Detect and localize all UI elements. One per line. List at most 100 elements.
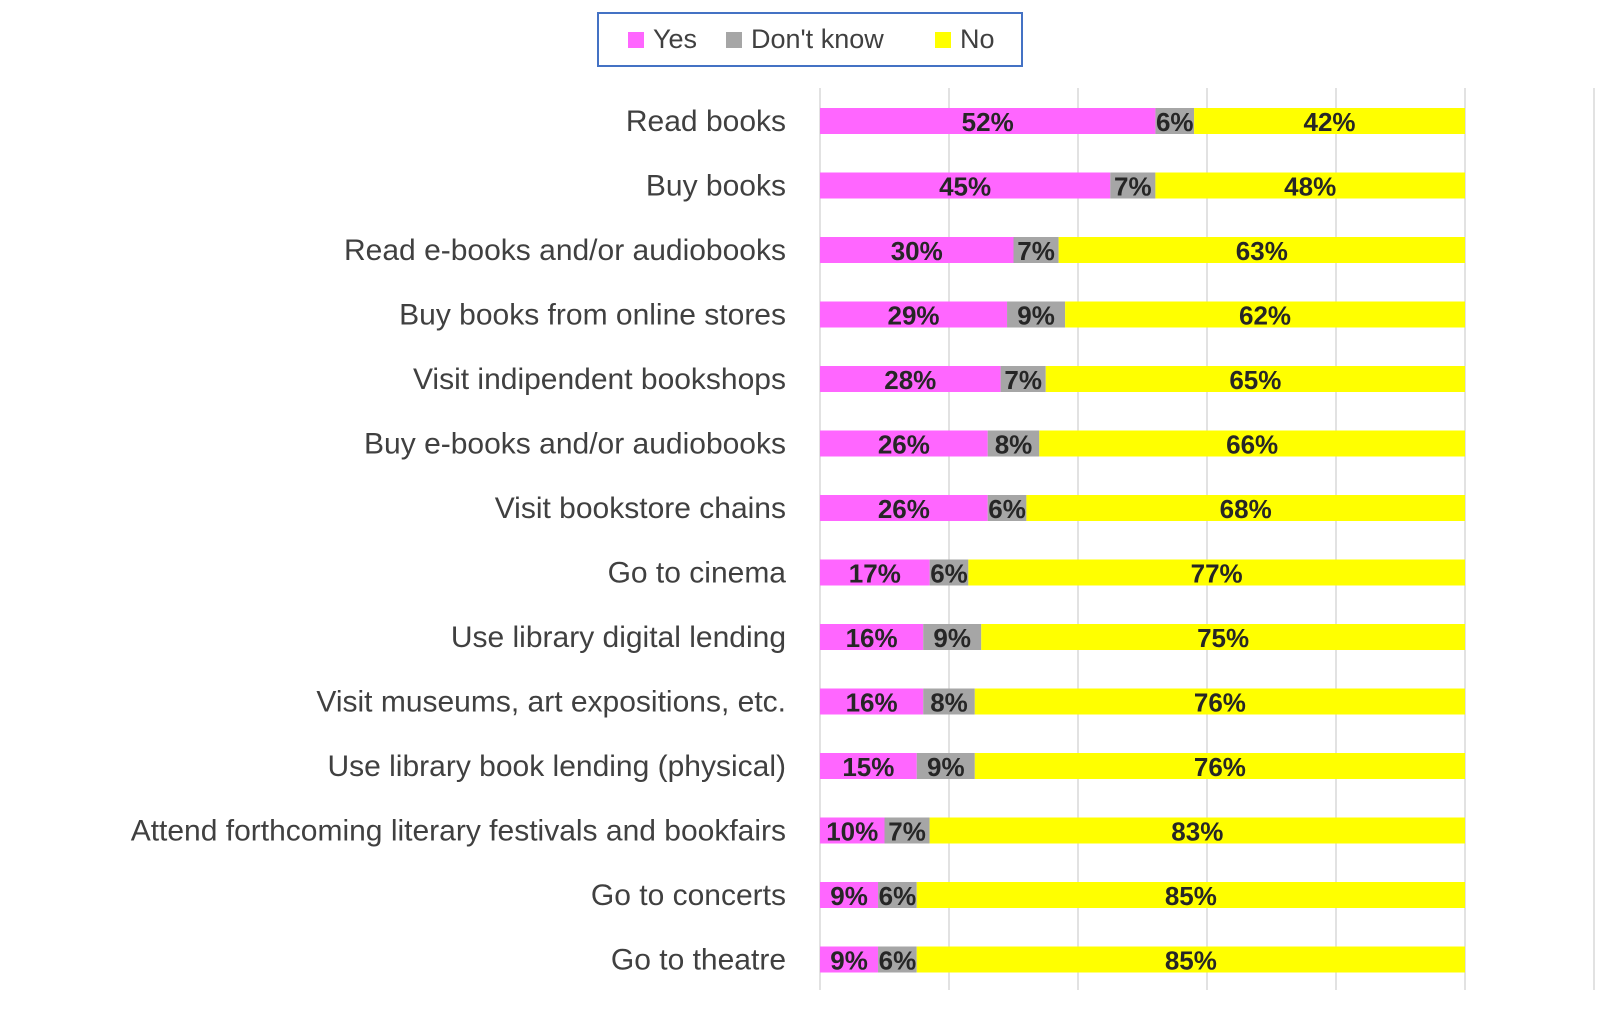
data-label: 63% xyxy=(1236,236,1288,266)
data-label: 9% xyxy=(933,623,971,653)
bar-segment-yes xyxy=(820,559,930,586)
bar-segment-don-t-know xyxy=(1000,366,1046,392)
bar-segment-yes xyxy=(820,495,988,521)
data-label: 6% xyxy=(1156,107,1194,137)
legend-swatch xyxy=(726,32,742,48)
category-label: Buy e-books and/or audiobooks xyxy=(364,428,786,461)
data-label: 16% xyxy=(846,688,898,718)
legend: Yes Don't know No xyxy=(597,12,1023,67)
data-label: 6% xyxy=(879,946,917,976)
data-label: 62% xyxy=(1239,301,1291,331)
data-label: 9% xyxy=(830,881,868,911)
legend-box xyxy=(597,12,1023,67)
bar-segment-no xyxy=(1155,172,1465,199)
bar-segment-yes xyxy=(820,108,1156,134)
bar-segment-don-t-know xyxy=(987,495,1027,521)
category-label: Go to concerts xyxy=(591,879,786,912)
data-label: 85% xyxy=(1165,881,1217,911)
bar-segment-no xyxy=(981,624,1465,650)
bar-segment-no xyxy=(1065,301,1465,328)
category-label: Go to cinema xyxy=(608,557,787,590)
bar-segment-no xyxy=(916,882,1465,908)
bar-segment-yes xyxy=(820,817,885,844)
data-label: 26% xyxy=(878,494,930,524)
data-label: 17% xyxy=(849,559,901,589)
data-label: 76% xyxy=(1194,688,1246,718)
category-label: Use library book lending (physical) xyxy=(327,750,786,783)
bar-segment-yes xyxy=(820,172,1111,199)
bar-segment-no xyxy=(1058,237,1465,263)
data-label: 29% xyxy=(888,301,940,331)
bar-segment-don-t-know xyxy=(1007,301,1066,328)
data-label: 30% xyxy=(891,236,943,266)
data-label: 10% xyxy=(826,817,878,847)
data-label: 75% xyxy=(1197,623,1249,653)
data-label: 48% xyxy=(1284,172,1336,202)
bar-segment-yes xyxy=(820,688,924,715)
data-label: 83% xyxy=(1171,817,1223,847)
bar-segment-no xyxy=(1045,366,1465,392)
bar-segment-don-t-know xyxy=(1013,237,1059,263)
bar-segment-yes xyxy=(820,430,988,457)
data-label: 45% xyxy=(939,172,991,202)
category-label: Visit indipendent bookshops xyxy=(413,363,786,396)
data-label: 7% xyxy=(1114,172,1152,202)
bar-segment-yes xyxy=(820,882,879,908)
category-label: Attend forthcoming literary festivals an… xyxy=(131,815,786,848)
category-label: Buy books xyxy=(646,170,786,203)
bar-segment-no xyxy=(974,753,1465,779)
bar-segment-don-t-know xyxy=(884,817,930,844)
bar-segment-no xyxy=(1194,108,1465,134)
data-label: 7% xyxy=(1017,236,1055,266)
bar-segment-yes xyxy=(820,624,924,650)
data-label: 52% xyxy=(962,107,1014,137)
gridlines xyxy=(819,88,1595,990)
data-label: 9% xyxy=(927,752,965,782)
data-label: 8% xyxy=(995,430,1033,460)
category-label: Visit bookstore chains xyxy=(495,492,786,525)
data-label: 68% xyxy=(1220,494,1272,524)
legend-entry-label: Don't know xyxy=(751,24,884,54)
data-label: 85% xyxy=(1165,946,1217,976)
bar-segment-don-t-know xyxy=(1155,108,1195,134)
category-label: Visit museums, art expositions, etc. xyxy=(316,686,786,719)
category-label: Read e-books and/or audiobooks xyxy=(344,234,786,267)
bar-segment-don-t-know xyxy=(987,430,1040,457)
bar-segment-don-t-know xyxy=(923,624,982,650)
data-label: 7% xyxy=(1004,365,1042,395)
data-label: 28% xyxy=(884,365,936,395)
data-label: 66% xyxy=(1226,430,1278,460)
legend-entry-label: Yes xyxy=(653,24,697,54)
legend-swatch xyxy=(935,32,951,48)
data-label: 8% xyxy=(930,688,968,718)
category-label: Go to theatre xyxy=(611,944,786,977)
data-label: 6% xyxy=(879,881,917,911)
data-label: 77% xyxy=(1191,559,1243,589)
bar-segment-no xyxy=(1039,430,1465,457)
bar-segment-yes xyxy=(820,237,1014,263)
category-labels: Read books Buy books Read e-books and/or a… xyxy=(131,105,787,977)
data-label: 7% xyxy=(888,817,926,847)
bars xyxy=(820,108,1465,973)
data-label: 65% xyxy=(1229,365,1281,395)
data-labels: 52% 6% 42% 45% 7% 48% 30% 7% 63% 29% 9% 62% 28% 7% 65%… xyxy=(826,107,1355,976)
bar-segment-no xyxy=(968,559,1465,586)
bar-segment-yes xyxy=(820,301,1008,328)
bar-segment-no xyxy=(916,946,1465,973)
category-label: Read books xyxy=(626,105,786,138)
data-label: 42% xyxy=(1304,107,1356,137)
data-label: 6% xyxy=(930,559,968,589)
bar-segment-no xyxy=(974,688,1465,715)
bar-segment-don-t-know xyxy=(878,946,917,973)
bar-segment-don-t-know xyxy=(923,688,975,715)
bar-segment-don-t-know xyxy=(916,753,975,779)
legend-entry-label: No xyxy=(960,24,995,54)
bar-segment-yes xyxy=(820,946,879,973)
data-label: 76% xyxy=(1194,752,1246,782)
data-label: 9% xyxy=(1017,301,1055,331)
bar-segment-don-t-know xyxy=(878,882,917,908)
bar-segment-don-t-know xyxy=(929,559,969,586)
data-label: 16% xyxy=(846,623,898,653)
bar-segment-don-t-know xyxy=(1110,172,1156,199)
